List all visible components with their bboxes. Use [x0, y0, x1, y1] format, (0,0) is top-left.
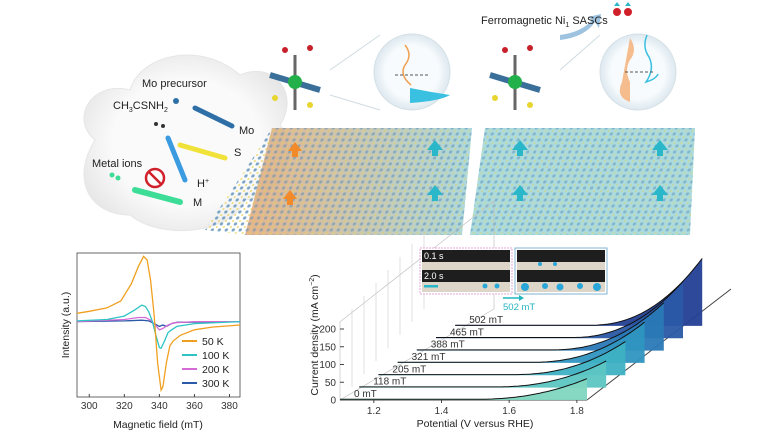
- lsv-xtick-label: 1.4: [435, 406, 449, 417]
- bubble-inset: 0.1 s 2.0 s 502 mT: [419, 247, 608, 313]
- lsv-series-line: [436, 281, 684, 338]
- lattice-edge: [205, 128, 272, 235]
- label-product: Ferromagnetic Ni1 SASCs: [481, 15, 608, 29]
- lsv-ytick-label: 50: [325, 378, 337, 389]
- lsv-series-fill: [340, 378, 587, 400]
- label-metal-ions: Metal ions: [92, 158, 143, 170]
- label-mo: Mo: [239, 125, 254, 137]
- lsv-axis-wall: [339, 200, 495, 401]
- label-mo-precursor: Mo precursor: [142, 78, 207, 90]
- epr-ylabel: Intensity (a.u.): [60, 292, 72, 359]
- lsv-series-label: 465 mT: [450, 327, 484, 338]
- spin-up-arrow-icon: [283, 142, 302, 205]
- epr-legend-label: 100 K: [202, 350, 229, 362]
- curved-arrow-icon: [560, 14, 601, 40]
- epr-series-line: [76, 255, 241, 393]
- lsv-series-label: 502 mT: [469, 315, 503, 326]
- forbidden-icon: [144, 167, 166, 189]
- lsv-series-line: [359, 360, 607, 388]
- epr-legend-label: 50 K: [202, 336, 224, 348]
- lsv-ylabel: Current density (mA cm−2): [309, 274, 321, 395]
- spin-up-arrow-icon: [427, 140, 668, 201]
- epr-xtick-label: 320: [116, 401, 133, 412]
- label-m: M: [193, 197, 202, 209]
- inset-time-2: 2.0 s: [424, 271, 444, 281]
- lsv-series-line: [340, 378, 588, 400]
- lsv-series-line: [378, 341, 626, 376]
- lsv-ytick-label: 150: [319, 342, 336, 353]
- inset-field-label: 502 mT: [503, 302, 535, 313]
- label-s: S: [234, 147, 241, 159]
- epr-xtick-label: 300: [81, 401, 98, 412]
- lsv-xtick-label: 1.8: [570, 406, 584, 417]
- lsv-series-label: 321 mT: [412, 352, 446, 363]
- epr-xtick-label: 340: [151, 401, 168, 412]
- epr-xlabel: Magnetic field (mT): [113, 419, 203, 431]
- ni-single-atom-structure: [489, 45, 541, 110]
- lsv-series-label: 0 mT: [354, 389, 377, 400]
- ni-single-atom-structure: [269, 45, 321, 110]
- epr-chart: Magnetic field (mT) Intensity (a.u.) 300…: [60, 252, 241, 431]
- lsv-waterfall-chart: Potential (V versus RHE) Current density…: [309, 200, 732, 430]
- epr-xtick-label: 360: [186, 401, 203, 412]
- lsv-ytick-label: 100: [319, 360, 336, 371]
- lsv-xtick-label: 1.2: [367, 406, 381, 417]
- spin-pair-icon: [613, 2, 632, 16]
- inset-time-1: 0.1 s: [424, 251, 444, 261]
- lsv-series-line: [455, 258, 703, 326]
- lsv-ytick-label: 0: [330, 396, 336, 407]
- lsv-ytick-label: 200: [319, 325, 336, 336]
- lsv-series-label: 118 mT: [373, 377, 406, 388]
- lsv-series-label: 388 mT: [431, 340, 465, 351]
- epr-legend-label: 200 K: [202, 364, 229, 376]
- label-h-plus: H+: [197, 178, 209, 190]
- process-arrows: [132, 105, 235, 205]
- epr-legend-label: 300 K: [202, 378, 229, 390]
- lsv-series-line: [397, 321, 645, 363]
- lsv-xlabel: Potential (V versus RHE): [417, 418, 534, 430]
- magnifier-lens-icon: [559, 33, 677, 111]
- label-thioacetamide: CH3CSNH2: [113, 100, 168, 114]
- epr-xtick-label: 380: [221, 401, 238, 412]
- epr-series-line: [76, 316, 240, 331]
- lsv-xtick-label: 1.6: [502, 406, 516, 417]
- lsv-series-label: 205 mT: [392, 364, 426, 375]
- magnifier-lens-icon: [329, 33, 451, 111]
- lsv-series-line: [416, 302, 665, 351]
